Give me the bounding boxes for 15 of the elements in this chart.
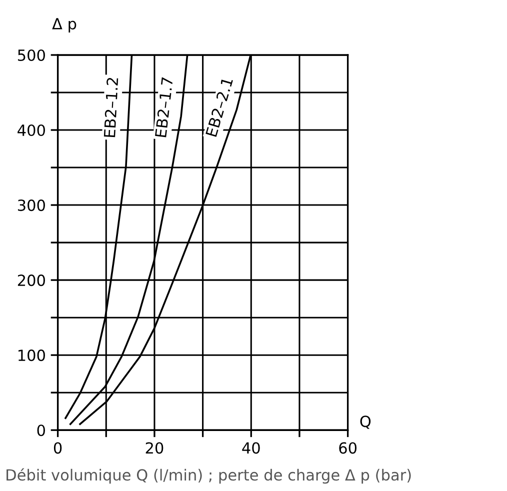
text: Débit volumique Q (l/min) ; perte de charge Δ p (bar): [6, 468, 411, 484]
x-tick-label: 20: [146, 442, 164, 454]
y-tick-label: 0: [37, 424, 45, 436]
y-tick-label: 500: [18, 49, 45, 62]
text: EB2–1.7: [154, 77, 173, 138]
y-tick-label: 200: [18, 274, 45, 286]
y-tick-label: 300: [18, 200, 45, 212]
x-tick-label: 60: [339, 442, 357, 454]
x-tick-label: 40: [242, 442, 260, 454]
y-tick-label: 100: [18, 350, 45, 362]
y-tick-label: 400: [18, 124, 45, 136]
y-axis-title: Δ p: [52, 18, 76, 32]
text: EB2–1.2: [104, 78, 118, 138]
x-axis-title: Q: [360, 416, 371, 429]
x-tick-label: 0: [54, 442, 62, 454]
